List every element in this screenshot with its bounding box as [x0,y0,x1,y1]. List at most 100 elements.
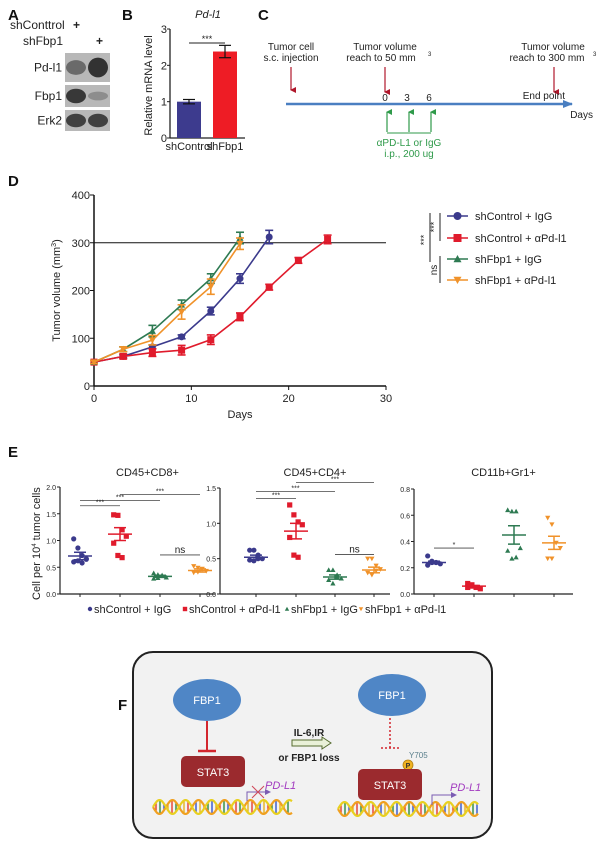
chartE1-point [115,552,121,559]
chartE1-ytick-label: 0.5 [46,565,56,572]
mechanism-diagram: FBP1 STAT3 PD-L1 IL-6,IR or FBP1 loss FB… [132,651,493,839]
fbp1-right [358,674,426,716]
chartE2-ytick-label: 1.0 [206,521,216,528]
chartE3-ytick-label: 0.4 [400,540,410,547]
chartE2-point [295,519,301,525]
chartE1-point [203,568,209,574]
blot-label: Erk2 [37,114,62,128]
row-label-shfbp1: shFbp1 [23,34,63,48]
treatment-label-2: i.p., 200 ug [384,149,433,160]
chart-d-xtick-label: 30 [380,393,392,405]
chart-e-legend-marker [182,606,188,612]
dna-strand [152,799,293,815]
blot-band [66,113,86,128]
chartE2-ytick-label: 0.5 [206,557,216,564]
chartE3-point [505,548,511,553]
chartE3-point [505,507,511,513]
chart-d-xlabel: Days [227,409,253,421]
tss-arrow-left [246,789,271,801]
chartE2-point [326,577,332,582]
chartE3-ytick-label: 0.8 [400,487,410,494]
chart-b-ytick-label: 2 [161,60,167,72]
sig-label-2: *** [419,234,429,245]
chartE1-sig-label: *** [116,494,124,501]
chartE1-point [191,570,197,576]
chart-d-ytick-label: 100 [72,333,90,345]
chart-d: 0 100 200 300 400 0 10 20 30 Days Tumor volume (mm… [51,190,392,421]
blot-band [66,88,86,104]
chart-d-ylabel: Tumor volume (mm3) [51,239,63,342]
day-3: 3 [404,93,410,104]
row-label-shcontrol: shConttrol [10,18,65,32]
chartE1-ytick-label: 1.5 [46,512,56,519]
cross-left-2 [251,785,265,799]
days-axis-label: Days [570,110,593,121]
chart-d-xtick-label: 0 [91,393,97,405]
transition-arrow [291,736,332,750]
plus-lane1: + [73,18,80,32]
chart-d-point [207,283,215,291]
panel-label-f: F [118,697,127,714]
chart-d-point [236,240,244,248]
chart-e-legend: shControl + IgG shControl + αPd-l1 shFbp1 … [87,604,446,616]
chart-b-ytick-label: 1 [161,97,167,109]
blot-label: Pd-l1 [34,61,62,75]
chartE1-point [75,545,81,551]
chartE2-sig-label: ns [349,544,360,555]
chartE2-sig-label: *** [272,493,280,500]
stat3-right [358,769,422,800]
panel-label-d: D [8,173,19,190]
chart-b-xtick-label: shFbp1 [207,141,244,153]
sig-label-1: *** [429,221,439,232]
chart-d-xtick-label: 10 [185,393,197,405]
chart-d-point [236,275,244,283]
dna-strand [152,799,293,815]
chart-d-ytick-label: 200 [72,286,90,298]
chartE1-point [71,559,77,565]
blot-label: Fbp1 [35,89,63,103]
chart-b-bar [213,51,237,138]
chart-e-legend-label: shFbp1 + αPd-l1 [365,604,446,616]
chart-e-legend-marker [87,606,93,612]
tss-arrow-right [431,792,457,805]
chart-d-ytick-label: 0 [84,381,90,393]
fbp1-left [173,679,241,721]
chartE2-point [295,554,301,560]
chart-d-point [178,333,186,341]
chart-d-legend-label: shControl + αPd-l1 [475,233,567,245]
chart-d-legend: shControl + IgG shControl + αPd-l1 shFbp1 … [419,211,567,287]
blot-band [88,91,108,101]
chartE1-ytick-label: 0.0 [46,592,56,599]
chart-b: Pd-l1 0 1 2 3 Relative mRNA level shControlshF… [143,9,245,153]
day-6: 6 [426,93,432,104]
chartE2-point [365,556,371,562]
chartE2-ytick-label: 0.0 [206,592,216,599]
chart-d-legend-label: shFbp1 + IgG [475,254,542,266]
pdl1-left-label: PD-L1 [265,780,296,792]
blot-band [88,57,108,78]
chartE1-sig-label: *** [96,500,104,507]
dna-left [152,799,293,815]
chartE3-point [545,515,551,521]
event-3-line1: Tumor volume [521,42,585,53]
panel-label-c: C [258,7,269,24]
chartE1-point [151,570,157,576]
event-2-line2: reach to 50 mm [346,53,415,64]
event-1-line1: Tumor cell [268,42,314,53]
chart-d-point [265,283,273,291]
chartE1-sig-label: *** [156,488,164,495]
chart-d-ytick-label: 300 [72,238,90,250]
chart-b-title: Pd-l1 [195,9,221,21]
chartE2-point [330,567,336,573]
chartE1-point [119,527,125,533]
chart-d-point [324,235,332,243]
chartE2-title: CD45+CD4+ [284,467,347,479]
chart-e-legend-marker [284,606,290,611]
panel-label-e: E [8,444,18,461]
chart-d-point [148,327,156,334]
chart-d-series-line [93,243,241,363]
chartE2-point [287,534,293,541]
chart-d-legend-marker [453,255,462,263]
stat3-left-label: STAT3 [197,767,230,779]
timeline: Tumor cell s.c. injection Tumor volume r… [263,42,597,160]
